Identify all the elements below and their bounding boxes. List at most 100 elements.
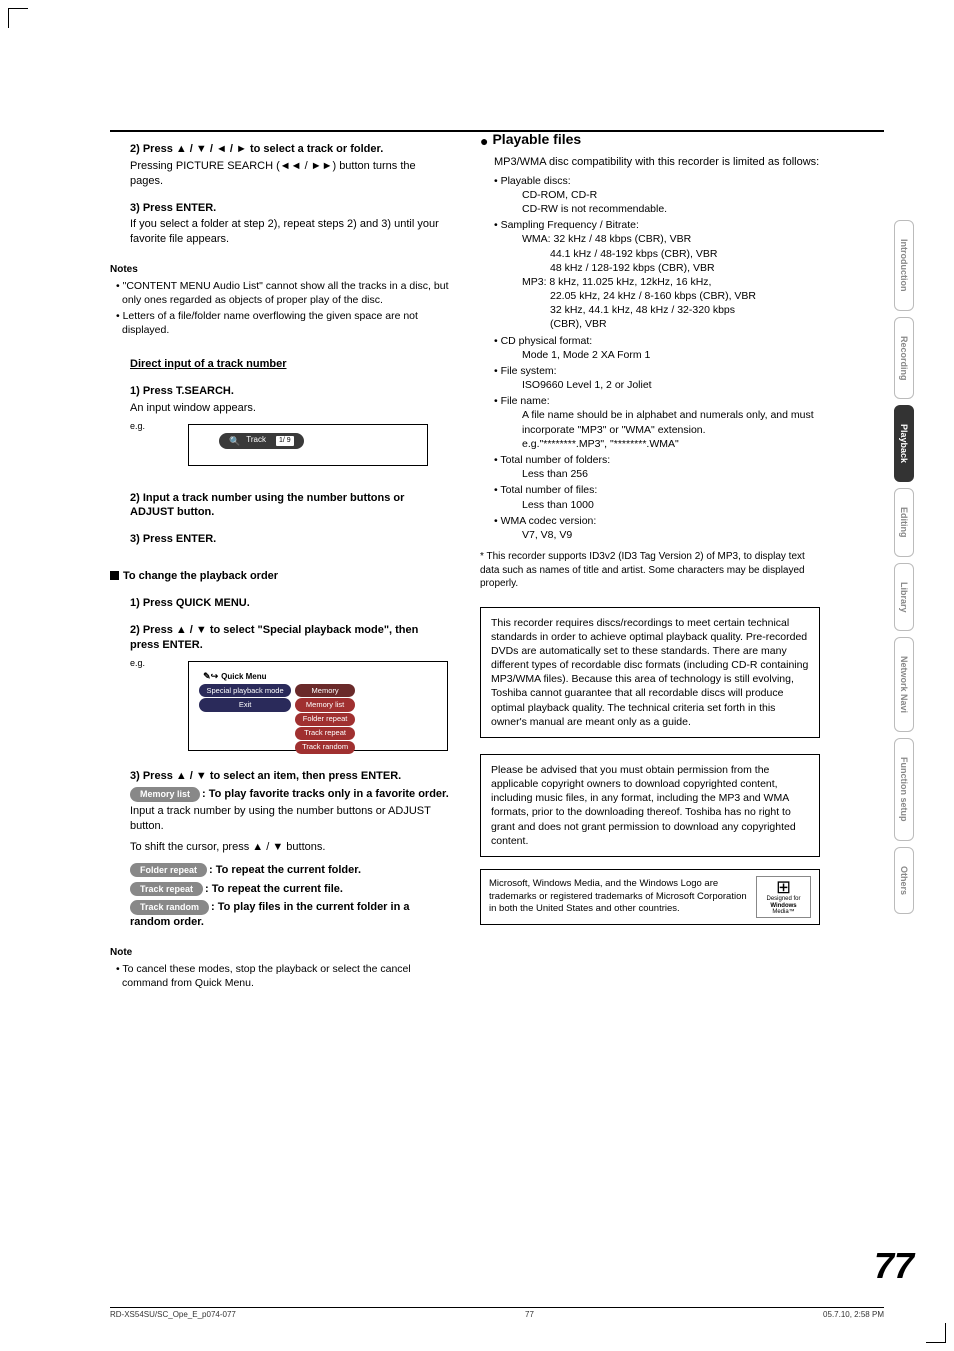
quick-menu-icon: ✎↪ <box>203 671 218 681</box>
spec-value: 48 kHz / 128-192 kbps (CBR), VBR <box>550 261 820 275</box>
info-box-1: This recorder requires discs/recordings … <box>480 607 820 738</box>
qm-right-stack: Memory Memory list Folder repeat Track r… <box>295 684 355 754</box>
di-step1-head: 1) Press T.SEARCH. <box>130 384 450 399</box>
spec-value: Less than 256 <box>522 467 820 481</box>
qm-title: ✎↪Quick Menu <box>203 670 437 683</box>
ms-trademark-box: Microsoft, Windows Media, and the Window… <box>480 869 820 925</box>
spec-value: Less than 1000 <box>522 498 820 512</box>
folder-repeat-desc: : To repeat the current folder. <box>209 864 361 876</box>
track-repeat-line: Track repeat: To repeat the current file… <box>130 882 450 897</box>
track-random-line: Track random: To play files in the curre… <box>130 900 450 930</box>
spec-key: • File name: <box>494 395 550 407</box>
playable-files-title: ●Playable files <box>480 130 820 151</box>
di-step2: 2) Input a track number using the number… <box>130 491 450 521</box>
filled-circle-icon: ● <box>480 133 488 149</box>
side-tab: Library <box>894 563 914 632</box>
eg-label: e.g. <box>130 420 145 432</box>
pill-track-random: Track random <box>130 900 209 914</box>
specs-list: • Playable discs:CD-ROM, CD-RCD-RW is no… <box>494 174 820 542</box>
spec-value: 22.05 kHz, 24 kHz / 8-160 kbps (CBR), VB… <box>550 289 820 303</box>
spec-key: • CD physical format: <box>494 335 592 347</box>
footer-left: RD-XS54SU/SC_Ope_E_p074-077 <box>110 1310 236 1321</box>
crop-mark-tl <box>8 8 28 28</box>
top-rule <box>110 130 884 132</box>
spec-item: • Sampling Frequency / Bitrate:WMA: 32 k… <box>494 218 820 331</box>
side-tab: Playback <box>894 405 914 482</box>
qm-title-text: Quick Menu <box>221 672 266 681</box>
qm-right-item: Memory <box>295 684 355 697</box>
spec-value: (CBR), VBR <box>550 317 820 331</box>
input-pill-track: Track <box>246 435 266 446</box>
windows-flag-icon: ⊞ <box>776 878 791 896</box>
spec-value: CD-RW is not recommendable. <box>522 202 820 216</box>
windows-media-logo: ⊞ Designed for Windows Media™ <box>756 876 811 918</box>
spec-item: • File name:A file name should be in alp… <box>494 394 820 451</box>
direct-input-title: Direct input of a track number <box>130 357 450 372</box>
page-number: 77 <box>874 1242 914 1291</box>
spec-key: • File system: <box>494 365 557 377</box>
side-tab: Network Navi <box>894 637 914 732</box>
square-bullet-icon <box>110 571 119 580</box>
notes-heading: Notes <box>110 263 450 277</box>
co-step3: 3) Press ▲ / ▼ to select an item, then p… <box>130 769 450 784</box>
right-column: ●Playable files MP3/WMA disc compatibili… <box>480 130 820 990</box>
quick-menu-figure: ✎↪Quick Menu Special playback mode Exit … <box>188 661 448 751</box>
spec-value: WMA: 32 kHz / 48 kbps (CBR), VBR <box>522 232 820 246</box>
spec-value: V7, V8, V9 <box>522 528 820 542</box>
side-tabs: Introduction Recording Playback Editing Libr… <box>894 220 924 920</box>
qm-right-item: Folder repeat <box>295 713 355 726</box>
spec-value: MP3: 8 kHz, 11.025 kHz, 12kHz, 16 kHz, <box>522 275 820 289</box>
qm-right-item: Track random <box>295 741 355 754</box>
info-box-2: Please be advised that you must obtain p… <box>480 754 820 857</box>
memory-list-line: Memory list: To play favorite tracks onl… <box>130 787 450 802</box>
memory-list-desc: : To play favorite tracks only in a favo… <box>202 788 449 800</box>
spec-item: • WMA codec version:V7, V8, V9 <box>494 514 820 542</box>
memory-list-body2: To shift the cursor, press ▲ / ▼ buttons… <box>130 840 450 855</box>
co-step1: 1) Press QUICK MENU. <box>130 596 450 611</box>
di-step1-body: An input window appears. <box>130 401 450 416</box>
eg-label: e.g. <box>130 657 145 669</box>
playable-files-text: Playable files <box>492 131 581 147</box>
step2-head: 2) Press ▲ / ▼ / ◄ / ► to select a track… <box>130 142 450 157</box>
ms-text: Microsoft, Windows Media, and the Window… <box>489 878 748 916</box>
qm-left-item: Exit <box>199 698 291 711</box>
winlogo-line: Media™ <box>772 909 794 916</box>
spec-item: • CD physical format:Mode 1, Mode 2 XA F… <box>494 334 820 362</box>
step3-head: 3) Press ENTER. <box>130 201 450 216</box>
track-repeat-desc: : To repeat the current file. <box>205 883 343 895</box>
spec-key: • Playable discs: <box>494 175 571 187</box>
playable-intro: MP3/WMA disc compatibility with this rec… <box>494 155 820 170</box>
spec-item: • File system:ISO9660 Level 1, 2 or Joli… <box>494 364 820 392</box>
side-tab: Function setup <box>894 738 914 841</box>
input-pill-box: 1/ 9 <box>276 436 294 445</box>
step3-body: If you select a folder at step 2), repea… <box>130 217 450 247</box>
input-window-figure: 🔍 Track 1/ 9 <box>188 424 428 466</box>
co-step2: 2) Press ▲ / ▼ to select "Special playba… <box>130 623 450 653</box>
pill-folder-repeat: Folder repeat <box>130 863 207 877</box>
note-heading: Note <box>110 946 450 960</box>
spec-value: Mode 1, Mode 2 XA Form 1 <box>522 348 820 362</box>
spec-item: • Total number of files:Less than 1000 <box>494 483 820 511</box>
change-order-text: To change the playback order <box>123 570 278 582</box>
side-tab: Recording <box>894 317 914 400</box>
spec-value: CD-ROM, CD-R <box>522 188 820 202</box>
step2-body: Pressing PICTURE SEARCH (◄◄ / ►►) button… <box>130 159 450 189</box>
input-pill: 🔍 Track 1/ 9 <box>219 433 304 449</box>
spec-value: 44.1 kHz / 48-192 kbps (CBR), VBR <box>550 247 820 261</box>
asterisk-note: * This recorder supports ID3v2 (ID3 Tag … <box>480 550 820 591</box>
footer: RD-XS54SU/SC_Ope_E_p074-077 77 05.7.10, … <box>110 1307 884 1321</box>
spec-key: • Total number of folders: <box>494 454 610 466</box>
side-tab: Introduction <box>894 220 914 311</box>
qm-left-item: Special playback mode <box>199 684 291 697</box>
spec-key: • Sampling Frequency / Bitrate: <box>494 219 639 231</box>
winlogo-line: Designed for <box>766 896 800 903</box>
pill-memory-list: Memory list <box>130 787 200 801</box>
side-tab: Editing <box>894 488 914 557</box>
footer-mid: 77 <box>525 1310 534 1321</box>
note-body: • To cancel these modes, stop the playba… <box>116 962 450 990</box>
qm-left-stack: Special playback mode Exit <box>199 684 291 754</box>
spec-item: • Playable discs:CD-ROM, CD-RCD-RW is no… <box>494 174 820 217</box>
crop-mark-br <box>926 1323 946 1343</box>
qm-right-item: Memory list <box>295 698 355 711</box>
di-step3: 3) Press ENTER. <box>130 532 450 547</box>
